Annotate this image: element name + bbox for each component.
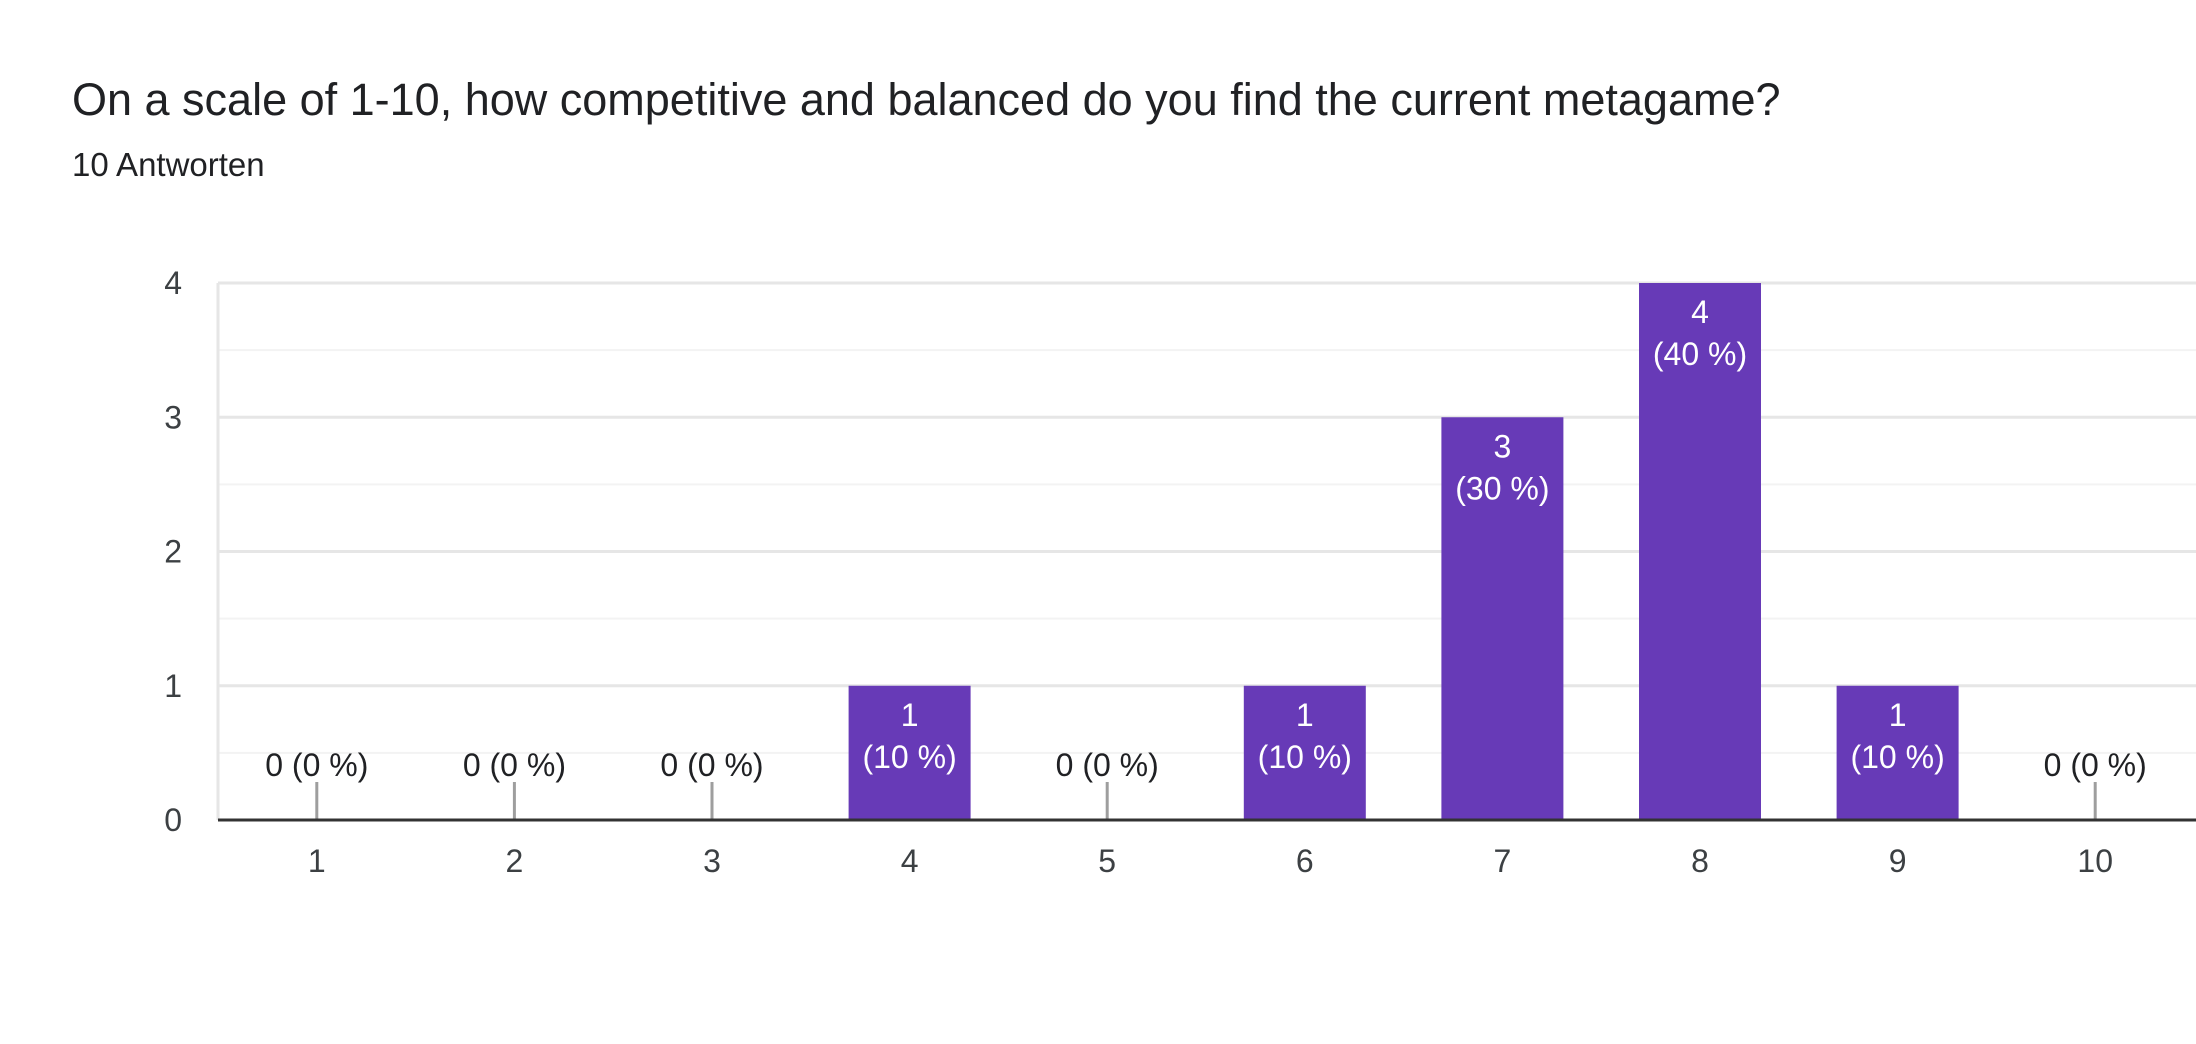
data-label-line: 1 — [1889, 697, 1907, 733]
data-label-8: 4 (40 %) — [1653, 294, 1747, 372]
bar-4 — [848, 685, 971, 820]
data-label-2: 0 (0 %) — [463, 747, 566, 783]
x-tick-label: 5 — [1098, 843, 1116, 879]
data-label-4: 1 (10 %) — [862, 697, 956, 775]
x-tick-label: 6 — [1296, 843, 1314, 879]
x-tick-label: 9 — [1889, 843, 1907, 879]
data-label-line: 1 — [901, 697, 919, 733]
data-label-line: 3 — [1494, 428, 1512, 464]
x-tick-label: 2 — [506, 843, 524, 879]
bar-8 — [1639, 283, 1761, 820]
x-tick-label: 8 — [1691, 843, 1709, 879]
x-tick-label: 10 — [2077, 843, 2113, 879]
x-axis-ticks: 1 2 3 4 5 6 7 8 9 10 — [308, 843, 2113, 879]
y-tick-label: 3 — [164, 399, 182, 435]
data-label-line: (10 %) — [1258, 739, 1352, 775]
x-tick-label: 4 — [901, 843, 919, 879]
data-label-7: 3 (30 %) — [1455, 428, 1549, 506]
data-label-5: 0 (0 %) — [1056, 747, 1159, 783]
y-tick-label: 1 — [164, 668, 182, 704]
x-tick-label: 3 — [703, 843, 721, 879]
y-tick-label: 2 — [164, 534, 182, 570]
data-label-line: 4 — [1691, 294, 1709, 330]
y-axis-ticks: 0 1 2 3 4 — [164, 265, 182, 838]
x-tick-label: 7 — [1494, 843, 1512, 879]
y-tick-label: 4 — [164, 265, 182, 301]
data-label-line: 1 — [1296, 697, 1314, 733]
data-label-line: (10 %) — [1850, 739, 1944, 775]
bars — [315, 283, 2097, 820]
data-label-9: 1 (10 %) — [1850, 697, 1944, 775]
data-label-line: (30 %) — [1455, 470, 1549, 506]
bar-9 — [1836, 685, 1959, 820]
data-labels: 0 (0 %) 0 (0 %) 0 (0 %) 1 (10 %) 0 (0 %) 1 (10 … — [265, 294, 2147, 783]
gridlines — [216, 281, 2196, 820]
data-label-1: 0 (0 %) — [265, 747, 368, 783]
y-tick-label: 0 — [164, 802, 182, 838]
chart-title: On a scale of 1-10, how competitive and … — [72, 74, 1781, 125]
bar-6 — [1243, 685, 1366, 820]
data-label-6: 1 (10 %) — [1258, 697, 1352, 775]
bar-7 — [1441, 417, 1564, 820]
x-tick-label: 1 — [308, 843, 326, 879]
response-count: 10 Antworten — [72, 146, 265, 183]
data-label-10: 0 (0 %) — [2044, 747, 2147, 783]
data-label-3: 0 (0 %) — [660, 747, 763, 783]
data-label-line: (40 %) — [1653, 336, 1747, 372]
data-label-line: (10 %) — [862, 739, 956, 775]
